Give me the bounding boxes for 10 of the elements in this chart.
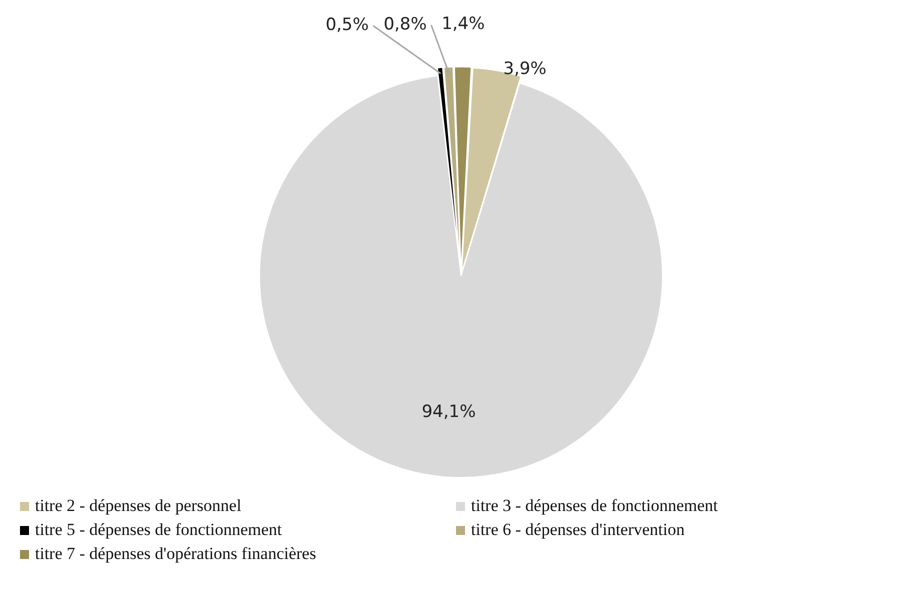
data-label: 1,4%	[442, 14, 485, 34]
data-label: 3,9%	[503, 59, 546, 80]
legend-label: titre 7 - dépenses d'opérations financières	[35, 544, 316, 564]
data-label: 0,8%	[384, 14, 427, 34]
legend-label: titre 2 - dépenses de personnel	[35, 496, 242, 516]
data-label: 0,5%	[326, 15, 369, 36]
legend-label: titre 6 - dépenses d'intervention	[471, 520, 685, 540]
data-label: 94,1%	[422, 402, 476, 422]
legend-label: titre 5 - dépenses de fonctionnement	[35, 520, 282, 540]
legend-label: titre 3 - dépenses de fonctionnement	[471, 496, 718, 516]
